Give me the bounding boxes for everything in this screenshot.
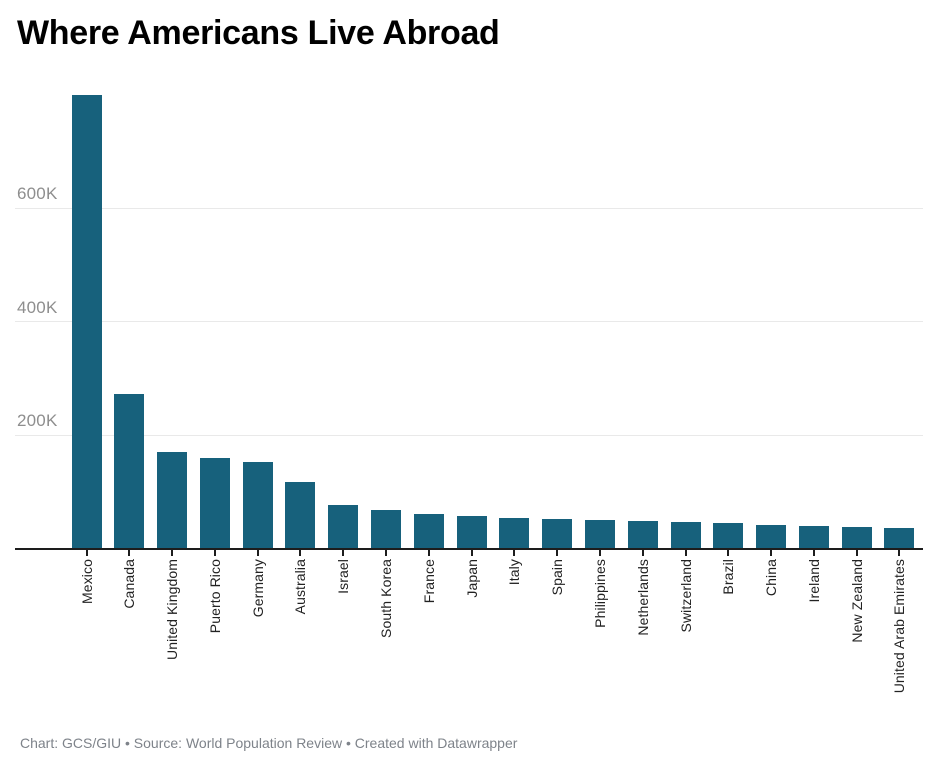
bar [756,524,787,549]
x-axis-tick [855,549,858,556]
x-axis-label: Germany [249,559,266,618]
bar [285,482,316,549]
bar [798,525,829,549]
gridline [15,321,923,322]
bar [841,526,872,549]
x-axis-label: Switzerland [677,559,694,633]
x-axis-label: Australia [292,559,309,615]
x-axis-label: Philippines [591,559,608,628]
x-axis-label: South Korea [378,559,395,638]
x-axis-label: Italy [506,559,523,586]
bar [157,452,188,549]
x-axis-label: Japan [463,559,480,598]
x-axis-tick [299,549,302,556]
x-axis-label: United Kingdom [164,559,181,661]
x-axis-tick [213,549,216,556]
bar [670,522,701,549]
bar [542,518,573,549]
x-axis-label: United Arab Emirates [891,559,908,694]
x-axis-tick [513,549,516,556]
bar [884,528,915,549]
x-axis-label: Canada [121,559,138,609]
bar [242,462,273,549]
x-axis-label: Netherlands [634,559,651,636]
x-axis-tick [556,549,559,556]
x-axis-tick [812,549,815,556]
x-axis-label: France [420,559,437,604]
x-axis-tick [770,549,773,556]
bar [328,505,359,549]
x-axis-label: Ireland [805,559,822,603]
x-axis-tick [684,549,687,556]
chart-footer: Chart: GCS/GIU • Source: World Populatio… [20,735,518,751]
y-axis-label: 600K [17,184,58,203]
y-axis-label: 200K [17,411,58,430]
chart-title: Where Americans Live Abroad [17,14,500,52]
x-axis-label: Spain [549,559,566,596]
bar [71,95,102,549]
x-axis-tick [385,549,388,556]
x-axis-tick [727,549,730,556]
x-axis-label: Brazil [720,559,737,595]
x-axis-label: China [763,559,780,597]
x-axis-label: Puerto Rico [206,559,223,634]
x-axis-tick [598,549,601,556]
bar [456,516,487,549]
bar [199,458,230,549]
x-axis-tick [256,549,259,556]
x-axis-label: Mexico [78,559,95,604]
bar [114,393,145,549]
x-axis-tick [85,549,88,556]
x-axis-tick [171,549,174,556]
x-axis-tick [342,549,345,556]
bar [713,522,744,549]
x-axis-line [15,547,923,550]
x-axis-tick [898,549,901,556]
bar [627,521,658,549]
gridline [15,207,923,209]
x-axis-tick [470,549,473,556]
bar [371,509,402,549]
x-axis-label: New Zealand [848,559,865,643]
x-axis-tick [641,549,644,556]
x-axis-label: Israel [335,559,352,594]
bar [584,520,615,549]
x-axis-tick [128,549,131,556]
y-axis-label: 400K [17,297,58,317]
bar [413,513,444,549]
bar [499,517,530,549]
gridline [15,434,923,436]
x-axis-tick [427,549,430,556]
